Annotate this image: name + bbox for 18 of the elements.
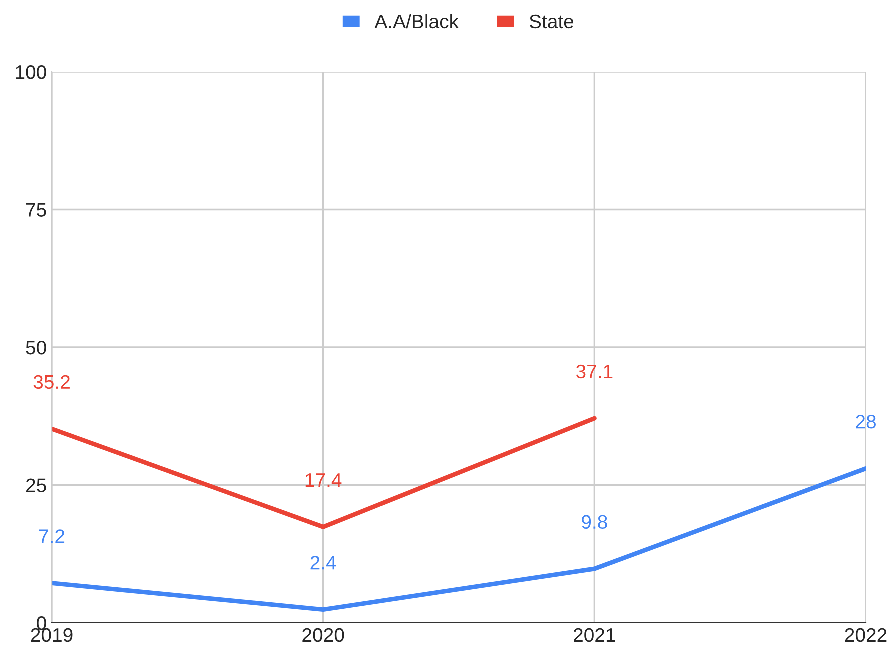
legend-label: A.A/Black	[374, 14, 460, 29]
data-label: 17.4	[306, 474, 342, 487]
data-label: 35.2	[34, 375, 70, 390]
legend-label: State	[530, 14, 574, 29]
x-tick-label: 2021	[574, 628, 616, 642]
x-tick-label: 2022	[845, 628, 887, 642]
x-tick-label: 2020	[302, 628, 344, 642]
data-label: 9.8	[582, 515, 608, 530]
data-label: 28	[856, 414, 876, 429]
y-tick-label: 50	[26, 340, 46, 355]
data-label: 2.4	[310, 556, 336, 570]
y-tick-label: 0	[37, 616, 46, 630]
y-tick-label: 25	[26, 478, 46, 492]
x-tick-label: 2019	[31, 628, 73, 642]
y-tick-label: 100	[16, 65, 46, 80]
data-label: 7.2	[39, 530, 65, 544]
y-tick-label: 75	[26, 203, 46, 217]
data-label: 37.1	[576, 364, 613, 379]
